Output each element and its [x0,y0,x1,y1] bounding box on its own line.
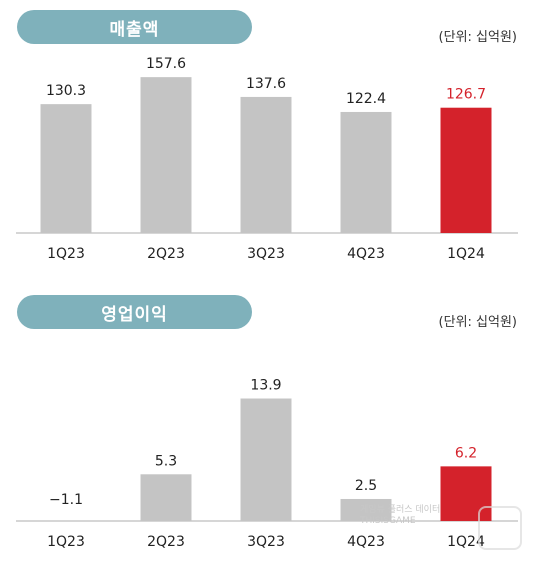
tick-label-3q23: 3Q23 [247,246,285,262]
tick-label-1q23: 1Q23 [47,534,85,550]
tick-label-4q23: 4Q23 [347,246,385,262]
operating-profit-chart: −1.1 1Q23 5.3 2Q23 13.9 3Q23 2.5 4Q23 6.2 1Q24 [16,378,518,550]
value-label-1q23: 130.3 [46,83,86,99]
tick-label-1q23: 1Q23 [47,246,85,262]
value-label-4q23: 2.5 [355,478,377,494]
value-label-4q23: 122.4 [346,91,386,107]
bar-4q23 [340,498,392,521]
value-label-1q24: 6.2 [455,445,477,461]
bar-3q23 [240,398,292,521]
value-label-2q23: 5.3 [155,453,177,469]
tick-label-2q23: 2Q23 [147,246,185,262]
value-label-1q23: −1.1 [49,492,83,508]
value-label-1q24: 126.7 [446,87,486,103]
bar-3q23 [240,96,292,233]
revenue-panel: 매출액 (단위: 십억원) 130.3 1Q23 157.6 2Q23 137.6 3Q2… [0,0,535,275]
watermark-line2: THISISGAME [360,516,416,526]
tick-label-4q23: 4Q23 [347,534,385,550]
revenue-chart: 130.3 1Q23 157.6 2Q23 137.6 3Q23 122.4 4Q23 126.… [16,56,518,262]
bar-2q23 [140,77,192,233]
revenue-title: 매출액 [17,10,252,44]
tick-label-1q24: 1Q24 [447,246,485,262]
bar-1q24 [440,107,492,233]
value-label-3q23: 13.9 [250,378,281,394]
operating-profit-panel: 영업이익 (단위: 십억원) −1.1 1Q23 5.3 2Q23 13.9 3Q23 2.… [0,285,535,565]
revenue-unit-note: (단위: 십억원) [438,30,517,45]
bar-4q23 [340,111,392,233]
watermark-logo-icon [478,506,522,550]
tick-label-2q23: 2Q23 [147,534,185,550]
tick-label-3q23: 3Q23 [247,534,285,550]
bar-2q23 [140,474,192,521]
bar-1q23 [40,104,92,233]
value-label-3q23: 137.6 [246,76,286,92]
watermark-text: 게임뷰 플러스 데이터 THISISGAME [360,505,440,527]
watermark-line1: 게임뷰 플러스 데이터 [360,505,441,515]
operating-profit-unit-note: (단위: 십억원) [438,315,517,330]
value-label-2q23: 157.6 [146,56,186,72]
operating-profit-title: 영업이익 [17,295,252,329]
tick-label-1q24: 1Q24 [447,534,485,550]
